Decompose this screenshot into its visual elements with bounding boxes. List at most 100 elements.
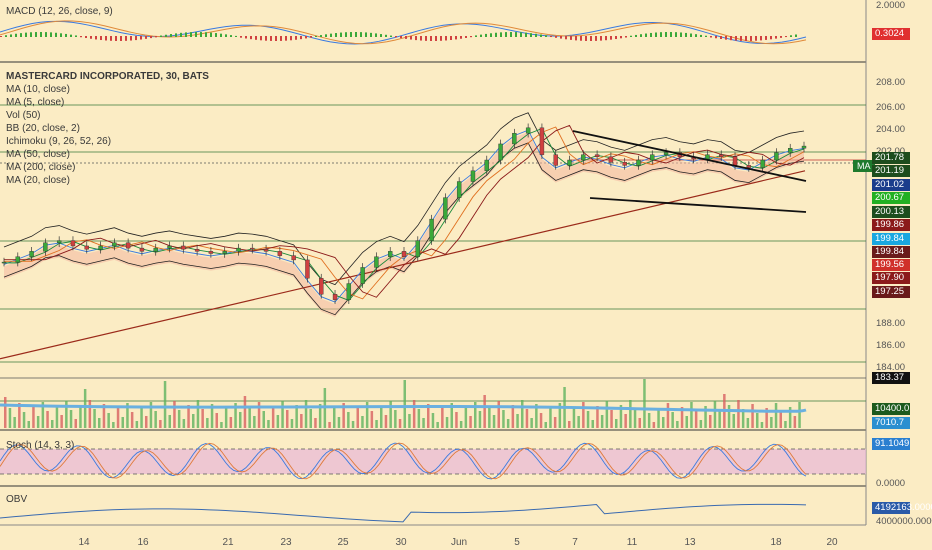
obv-label: OBV <box>6 494 28 505</box>
candle-body <box>236 247 241 252</box>
macd-hist <box>280 36 282 41</box>
candle-body <box>250 247 255 250</box>
macd-hist <box>245 36 247 39</box>
candle-body <box>470 170 476 182</box>
price-tag: 200.67 <box>872 192 910 204</box>
macd-hist <box>360 32 362 37</box>
volume-bar <box>751 404 754 428</box>
volume-bar <box>356 407 359 428</box>
volume-bar <box>55 406 59 428</box>
candle-body <box>525 127 531 134</box>
volume-bar <box>662 417 665 428</box>
macd-hist <box>325 34 327 37</box>
macd-hist <box>550 36 552 38</box>
volume-bar <box>267 420 270 428</box>
price-tag: 183.37 <box>872 372 910 384</box>
volume-bar <box>224 408 228 428</box>
macd-hist <box>675 32 677 37</box>
macd-hist <box>695 34 697 37</box>
candle-body <box>56 240 62 243</box>
volume-bar <box>511 405 515 428</box>
candle-body <box>208 251 214 254</box>
macd-hist <box>720 36 722 40</box>
volume-bar <box>60 415 63 428</box>
macd-hist <box>370 32 372 37</box>
price-tick: 188.00 <box>876 318 906 329</box>
volume-bar <box>756 413 759 428</box>
candle-body <box>291 255 296 261</box>
volume-bar <box>643 379 646 428</box>
macd-hist <box>670 32 672 37</box>
volume-bar <box>798 402 801 428</box>
volume-bar <box>177 410 181 428</box>
indicator-ma10[interactable]: MA (10, close) <box>6 84 70 95</box>
macd-hist <box>140 36 142 40</box>
volume-bar <box>8 408 12 428</box>
macd-hist <box>520 32 522 37</box>
date-tick: 11 <box>626 537 638 548</box>
indicator-vol[interactable]: Vol (50) <box>6 110 41 121</box>
indicator-ma50[interactable]: MA (50, close) <box>6 149 70 160</box>
volume-bar <box>412 400 416 428</box>
macd-hist <box>170 34 172 37</box>
volume-bar <box>262 411 265 428</box>
macd-hist <box>330 33 332 37</box>
volume-bar <box>375 420 378 428</box>
macd-hist <box>445 36 447 41</box>
candle-body <box>263 248 269 252</box>
indicator-bb[interactable]: BB (20, close, 2) <box>6 123 80 134</box>
volume-bar <box>318 404 322 428</box>
volume-bar <box>257 402 261 428</box>
candle-body <box>801 145 807 149</box>
volume-bar <box>215 413 218 428</box>
volume-bar <box>145 416 148 428</box>
macd-hist <box>295 36 297 40</box>
candle-body <box>443 197 448 220</box>
date-tick: Jun <box>450 537 468 548</box>
candle-body <box>374 256 379 268</box>
macd-signal <box>0 20 807 45</box>
date-tick: 14 <box>78 537 90 548</box>
macd-hist <box>120 36 122 41</box>
volume-bar <box>431 413 435 428</box>
macd-hist <box>535 33 537 37</box>
indicator-ichimoku[interactable]: Ichimoku (9, 26, 52, 26) <box>6 136 112 147</box>
indicator-ma5[interactable]: MA (5, close) <box>6 97 65 108</box>
volume-bar <box>253 416 256 428</box>
date-tick: 18 <box>770 537 782 548</box>
macd-hist <box>270 36 272 41</box>
volume-bar <box>248 407 251 428</box>
macd-hist <box>635 34 637 37</box>
indicator-ma20[interactable]: MA (20, close) <box>6 175 70 186</box>
candle-body <box>415 240 420 257</box>
volume-bar <box>93 409 96 428</box>
macd-hist <box>315 35 317 37</box>
volume-bar <box>159 420 162 428</box>
macd-hist <box>0 36 2 37</box>
volume-bar <box>196 400 200 428</box>
volume-bar <box>615 419 618 428</box>
volume-bar <box>370 411 374 428</box>
macd-hist <box>15 33 17 37</box>
volume-bar <box>271 406 275 428</box>
volume-bar <box>488 406 491 428</box>
price-tick: 206.00 <box>876 102 906 113</box>
volume-bar <box>182 419 186 428</box>
macd-hist <box>310 36 312 38</box>
volume-bar <box>314 418 317 428</box>
macd-hist <box>540 34 542 37</box>
indicator-ma200[interactable]: MA (200, close) <box>6 162 76 173</box>
macd-hist <box>595 36 597 41</box>
volume-bar <box>469 416 472 428</box>
volume-bar <box>98 418 101 428</box>
macd-hist <box>705 35 707 37</box>
candle-body <box>608 156 614 163</box>
volume-bar <box>304 400 308 428</box>
volume-bar <box>445 417 449 428</box>
macd-hist <box>35 32 37 37</box>
macd-hist <box>615 36 617 40</box>
macd-hist <box>465 36 467 38</box>
macd-hist <box>20 33 22 37</box>
volume-bar <box>281 401 284 428</box>
macd-hist <box>95 36 97 40</box>
